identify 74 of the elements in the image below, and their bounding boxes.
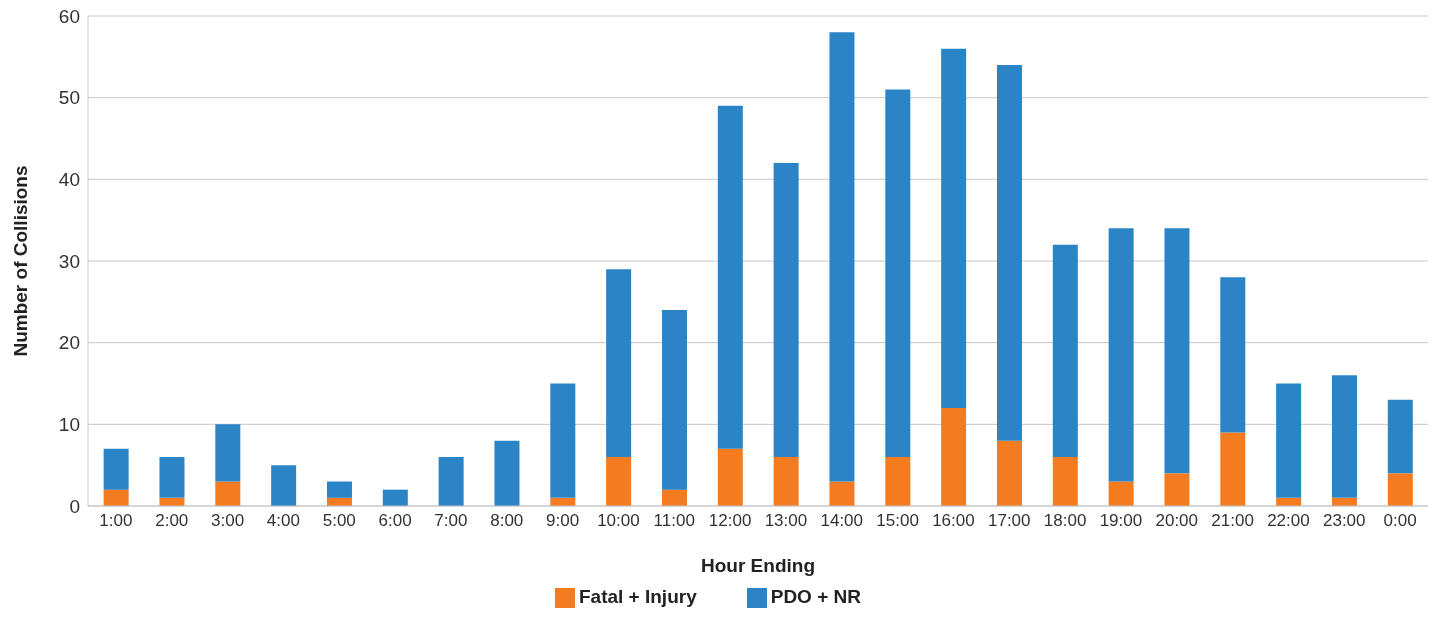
bar (717, 105, 743, 449)
bar (1052, 244, 1078, 457)
bar (550, 383, 576, 498)
bar (382, 489, 408, 506)
bar (606, 457, 632, 506)
bar (215, 481, 241, 506)
x-tick-label: 19:00 (1099, 511, 1143, 531)
bar (103, 489, 129, 506)
x-tick-label: 7:00 (434, 511, 468, 531)
bar (1387, 399, 1413, 474)
x-tick-label: 23:00 (1322, 511, 1366, 531)
bar (215, 424, 241, 482)
y-axis-title: Number of Collisions (9, 165, 31, 357)
bar (941, 408, 967, 506)
x-tick-label: 21:00 (1211, 511, 1254, 531)
bar (103, 448, 129, 490)
x-tick-label: 20:00 (1155, 511, 1199, 531)
x-tick-label: 4:00 (266, 511, 300, 531)
bar (1164, 228, 1190, 474)
legend-label: Fatal + Injury (578, 586, 697, 607)
bar (661, 489, 687, 506)
x-axis-title: Hour Ending (701, 555, 815, 576)
bar (829, 481, 855, 506)
y-tick-label: 10 (58, 414, 80, 436)
y-tick-label: 20 (58, 332, 80, 354)
y-tick-label: 30 (58, 250, 80, 272)
bar (717, 448, 743, 506)
x-tick-label: 1:00 (99, 511, 133, 531)
bar (1387, 473, 1413, 506)
x-tick-label: 2:00 (155, 511, 189, 531)
bar (885, 457, 911, 506)
y-tick-label: 50 (58, 87, 80, 109)
bar (996, 440, 1022, 506)
bar (773, 163, 799, 457)
y-tick-label: 60 (58, 5, 80, 27)
x-tick-label: 3:00 (211, 511, 245, 531)
x-tick-label: 13:00 (764, 511, 808, 531)
x-tick-label: 22:00 (1267, 511, 1310, 531)
x-tick-label: 12:00 (708, 511, 752, 531)
bar (885, 89, 911, 457)
bar (661, 310, 687, 490)
bar (1108, 228, 1134, 482)
x-tick-label: 18:00 (1043, 511, 1087, 531)
bar (1108, 481, 1134, 506)
bar (1220, 432, 1246, 506)
x-tick-label: 9:00 (546, 511, 580, 531)
x-tick-label: 17:00 (987, 511, 1031, 531)
y-tick-label: 40 (58, 169, 80, 191)
bar (1052, 457, 1078, 506)
x-tick-label: 0:00 (1383, 511, 1417, 531)
bar (829, 32, 855, 482)
bar (438, 457, 464, 506)
bar (606, 269, 632, 457)
bar (773, 457, 799, 506)
x-tick-label: 11:00 (653, 511, 695, 531)
bar (326, 481, 352, 498)
x-tick-label: 5:00 (322, 511, 356, 531)
bar (1276, 383, 1302, 498)
x-tick-label: 15:00 (876, 511, 919, 531)
x-tick-label: 14:00 (820, 511, 864, 531)
bar (1220, 277, 1246, 433)
bar (941, 48, 967, 408)
bar (996, 65, 1022, 441)
bar (1331, 375, 1357, 498)
bar (494, 440, 520, 506)
x-tick-label: 8:00 (490, 511, 524, 531)
bar (1164, 473, 1190, 506)
x-tick-label: 10:00 (597, 511, 640, 531)
legend-label: PDO + NR (770, 586, 861, 607)
y-tick-label: 0 (69, 495, 80, 517)
x-tick-label: 6:00 (378, 511, 412, 531)
bar (271, 465, 297, 506)
x-tick-label: 16:00 (932, 511, 975, 531)
bar (159, 457, 185, 498)
